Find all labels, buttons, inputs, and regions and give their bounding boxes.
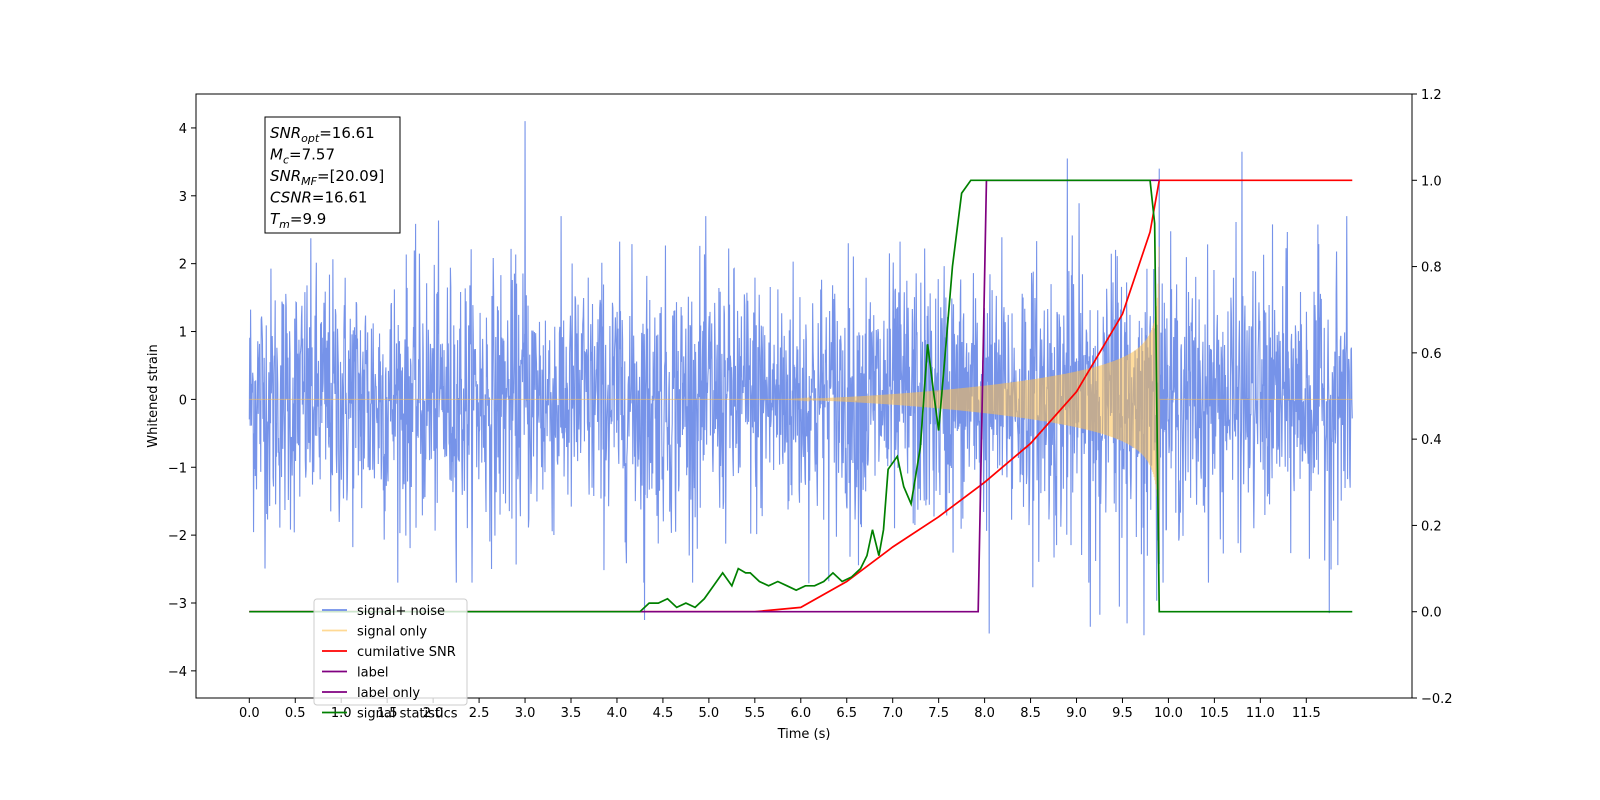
stat-line: SNRopt=16.61 — [270, 124, 375, 145]
y-tick-label: 1 — [179, 326, 187, 341]
legend-frame — [313, 598, 468, 706]
x-tick-label: 1.0 — [331, 706, 352, 721]
x-tick-label: 10.0 — [1154, 706, 1183, 721]
x-tick-label: 5.5 — [744, 706, 765, 721]
series-signal-noise-line — [248, 121, 1353, 636]
plot-area — [248, 121, 1353, 636]
y-tick-label: 3 — [179, 190, 187, 205]
stat-var: M — [270, 146, 283, 164]
legend-entry: signal+ noise — [357, 604, 445, 619]
x-tick-label: 1.5 — [377, 706, 398, 721]
series-signal-only-line — [249, 246, 1353, 553]
y-tick-label: −1 — [168, 461, 187, 476]
stat-sub: opt — [301, 132, 320, 145]
x-tick-label: 10.5 — [1200, 706, 1229, 721]
y2-tick-label: 0.4 — [1421, 433, 1442, 448]
y-axis-label: Whitened strain — [146, 344, 161, 447]
x-tick-label: 4.5 — [653, 706, 674, 721]
y-axis-left: −4 −3 −2 −1 0 1 2 3 4 — [168, 122, 196, 680]
x-tick-label: 9.0 — [1066, 706, 1087, 721]
x-tick-label: 2.0 — [423, 706, 444, 721]
x-tick-label: 7.0 — [882, 706, 903, 721]
legend-entry: cumilative SNR — [357, 645, 456, 660]
y-tick-label: 0 — [179, 393, 187, 408]
y2-tick-label: 1.2 — [1421, 88, 1442, 103]
stat-var: T — [270, 210, 281, 228]
series-cumulative-snr-line — [249, 179, 1353, 613]
x-axis: 0.0 0.5 1.0 1.5 2.0 2.5 3.0 3.5 4.0 4.5 5.0 5.5 6.0 6… — [239, 698, 1321, 721]
y2-tick-label: 0.6 — [1421, 347, 1442, 362]
stat-sub: m — [279, 218, 290, 231]
x-tick-label: 3.0 — [515, 706, 536, 721]
stat-var: SNR — [270, 167, 301, 185]
series-signal-statistics-line — [249, 179, 1353, 613]
stat-sub: c — [283, 154, 289, 167]
x-tick-label: 8.5 — [1020, 706, 1041, 721]
x-tick-label: 7.5 — [928, 706, 949, 721]
y2-tick-label: 0.0 — [1421, 606, 1442, 621]
x-tick-label: 8.0 — [974, 706, 995, 721]
y2-tick-label: −0.2 — [1421, 692, 1453, 707]
y-tick-label: 4 — [179, 122, 187, 137]
stat-value: =16.61 — [319, 124, 375, 142]
x-tick-label: 3.5 — [561, 706, 582, 721]
stat-var: CSNR — [270, 189, 312, 207]
y-tick-label: 2 — [179, 258, 187, 273]
x-tick-label: 9.5 — [1112, 706, 1133, 721]
legend-entry: signal statistics — [357, 707, 458, 722]
legend-entry: label — [357, 666, 388, 681]
y-tick-label: −4 — [168, 665, 187, 680]
x-tick-label: 2.5 — [469, 706, 490, 721]
y-axis-right: −0.2 0.0 0.2 0.4 0.6 0.8 1.0 1.2 — [1412, 88, 1453, 707]
x-axis-label: Time (s) — [777, 727, 831, 742]
x-tick-label: 11.5 — [1292, 706, 1321, 721]
stat-line: Mc=7.57 — [270, 146, 335, 167]
stat-line: CSNR=16.61 — [270, 189, 367, 207]
x-tick-label: 6.5 — [836, 706, 857, 721]
stats-box-frame — [264, 116, 401, 234]
stat-line: Tm=9.9 — [270, 210, 326, 231]
stat-value: =16.61 — [312, 189, 368, 207]
legend-entry: signal only — [357, 625, 427, 640]
stats-annotation-box: SNRopt=16.61Mc=7.57SNRMF=[20.09]CSNR=16.… — [264, 116, 401, 234]
y2-tick-label: 1.0 — [1421, 174, 1442, 189]
x-tick-label: 4.0 — [607, 706, 628, 721]
x-tick-label: 0.5 — [285, 706, 306, 721]
stat-value: =[20.09] — [317, 167, 384, 185]
legend-entry: label only — [357, 686, 420, 701]
stat-var: SNR — [270, 124, 301, 142]
y-tick-label: −2 — [168, 529, 187, 544]
y2-tick-label: 0.8 — [1421, 261, 1442, 276]
y2-tick-label: 0.2 — [1421, 519, 1442, 534]
stat-value: =7.57 — [289, 146, 335, 164]
y-tick-label: −3 — [168, 597, 187, 612]
stat-value: =9.9 — [290, 210, 326, 228]
x-tick-label: 0.0 — [239, 706, 260, 721]
stat-line: SNRMF=[20.09] — [270, 167, 384, 188]
legend: signal+ noise signal only cumilative SNR la… — [313, 598, 468, 722]
x-tick-label: 5.0 — [699, 706, 720, 721]
stat-sub: MF — [301, 175, 317, 188]
x-tick-label: 11.0 — [1246, 706, 1275, 721]
plot-frame — [195, 93, 1413, 699]
x-tick-label: 6.0 — [790, 706, 811, 721]
